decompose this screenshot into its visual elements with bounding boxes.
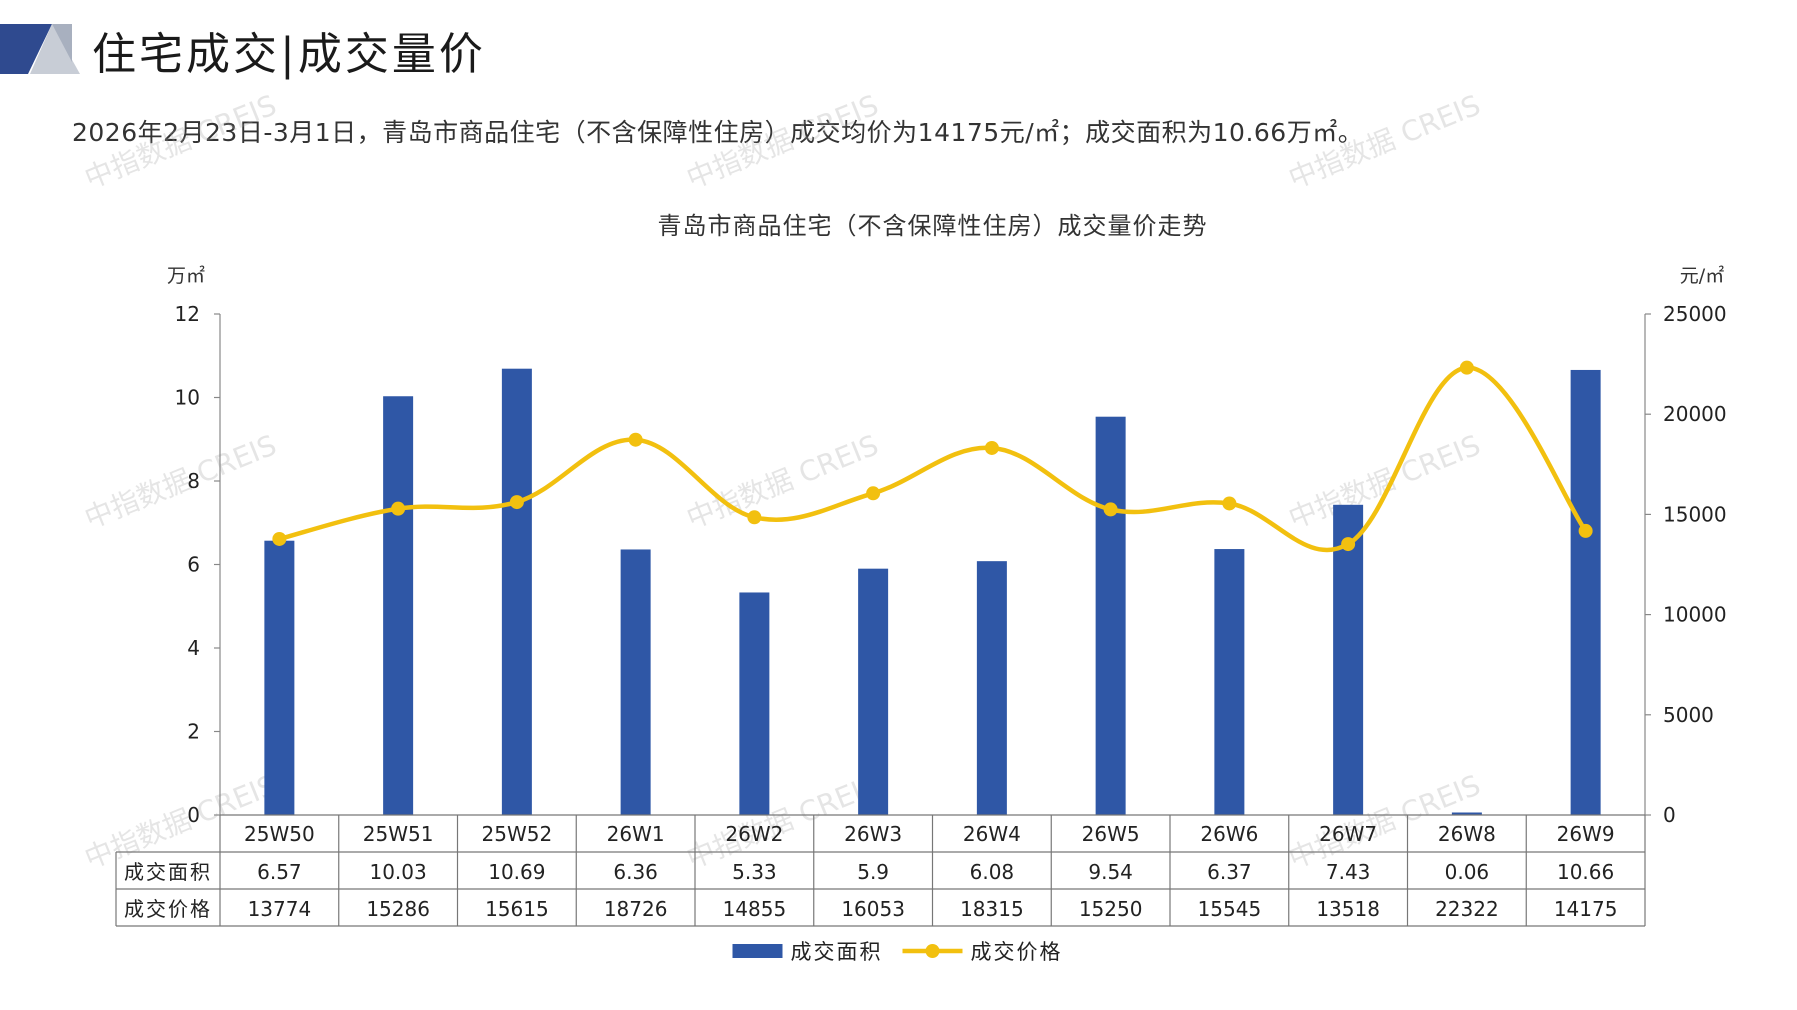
y-left-tick-label: 2 bbox=[187, 720, 200, 744]
y-left-tick-label: 4 bbox=[187, 636, 200, 660]
data-label: 15250 bbox=[1079, 897, 1143, 921]
data-label: 15615 bbox=[485, 897, 549, 921]
legend-line-marker bbox=[925, 944, 940, 958]
price-point-26W3 bbox=[866, 486, 881, 501]
data-label: 13774 bbox=[248, 897, 312, 921]
table-row-label: 成交价格 bbox=[124, 897, 212, 921]
data-label: 6.36 bbox=[613, 860, 658, 884]
y-right-tick-label: 5000 bbox=[1663, 703, 1714, 727]
data-label: 22322 bbox=[1435, 897, 1499, 921]
x-tick-label: 25W51 bbox=[363, 822, 434, 846]
legend-bar-swatch bbox=[732, 944, 783, 958]
y-left-tick-label: 12 bbox=[175, 302, 200, 326]
x-tick-label: 26W5 bbox=[1082, 822, 1140, 846]
bar-area-26W6 bbox=[1214, 549, 1245, 815]
data-label: 18726 bbox=[604, 897, 668, 921]
x-tick-label: 26W7 bbox=[1319, 822, 1377, 846]
bar-area-26W7 bbox=[1333, 504, 1364, 815]
data-label: 6.08 bbox=[970, 860, 1015, 884]
bar-area-26W4 bbox=[976, 561, 1007, 815]
y-right-tick-label: 25000 bbox=[1663, 302, 1727, 326]
price-point-25W51 bbox=[391, 501, 406, 516]
x-tick-label: 26W3 bbox=[844, 822, 902, 846]
table-row-label: 成交面积 bbox=[124, 860, 212, 884]
data-label: 5.33 bbox=[732, 860, 777, 884]
price-line bbox=[278, 365, 1588, 553]
bar-area-26W5 bbox=[1095, 416, 1126, 815]
data-label: 6.57 bbox=[257, 860, 302, 884]
y-right-unit: 元/㎡ bbox=[1680, 264, 1724, 287]
y-right-tick-label: 15000 bbox=[1663, 502, 1727, 526]
y-left-tick-label: 6 bbox=[187, 553, 200, 577]
x-tick-label: 26W4 bbox=[963, 822, 1021, 846]
bar-area-26W1 bbox=[620, 549, 651, 815]
bar-area-26W3 bbox=[858, 568, 889, 815]
bar-area-26W9 bbox=[1570, 369, 1601, 815]
price-point-25W50 bbox=[272, 531, 287, 546]
chart-title: 青岛市商品住宅（不含保障性住房）成交量价走势 bbox=[658, 212, 1208, 240]
x-tick-label: 25W52 bbox=[482, 822, 553, 846]
bar-area-25W52 bbox=[501, 368, 532, 815]
data-label: 13518 bbox=[1316, 897, 1380, 921]
data-label: 10.66 bbox=[1557, 860, 1614, 884]
header-logo-mark bbox=[0, 24, 80, 74]
x-tick-label: 26W8 bbox=[1438, 822, 1496, 846]
header-mark-dark bbox=[0, 24, 52, 74]
data-label: 16053 bbox=[841, 897, 905, 921]
price-point-26W4 bbox=[984, 440, 999, 455]
bar-area-25W51 bbox=[383, 396, 414, 815]
x-tick-label: 26W2 bbox=[725, 822, 783, 846]
price-point-26W1 bbox=[628, 432, 643, 447]
price-point-25W52 bbox=[509, 495, 524, 510]
bar-area-26W8 bbox=[1451, 812, 1482, 815]
x-tick-label: 25W50 bbox=[244, 822, 315, 846]
summary-text: 2026年2月23日-3月1日，青岛市商品住宅（不含保障性住房）成交均价为141… bbox=[72, 118, 1364, 147]
x-tick-label: 26W1 bbox=[607, 822, 665, 846]
data-label: 14855 bbox=[723, 897, 787, 921]
data-label: 0.06 bbox=[1445, 860, 1490, 884]
header-mark-light bbox=[30, 24, 80, 74]
x-tick-label: 26W9 bbox=[1557, 822, 1615, 846]
y-left-tick-label: 8 bbox=[187, 469, 200, 493]
y-right-tick-label: 10000 bbox=[1663, 603, 1727, 627]
data-label: 18315 bbox=[960, 897, 1024, 921]
y-left-tick-label: 10 bbox=[175, 386, 200, 410]
price-point-26W9 bbox=[1578, 523, 1593, 538]
data-label: 9.54 bbox=[1088, 860, 1133, 884]
y-right-tick-label: 20000 bbox=[1663, 402, 1727, 426]
data-label: 10.69 bbox=[488, 860, 545, 884]
legend-line-label: 成交价格 bbox=[971, 940, 1063, 964]
data-label: 7.43 bbox=[1326, 860, 1371, 884]
data-label: 15286 bbox=[366, 897, 430, 921]
price-point-26W8 bbox=[1459, 360, 1474, 375]
bar-area-25W50 bbox=[264, 540, 295, 815]
legend-bar-label: 成交面积 bbox=[791, 940, 883, 964]
data-label: 15545 bbox=[1198, 897, 1262, 921]
data-label: 14175 bbox=[1554, 897, 1618, 921]
bar-area-26W2 bbox=[739, 592, 770, 815]
y-left-tick-label: 0 bbox=[187, 803, 200, 827]
price-point-26W7 bbox=[1341, 537, 1356, 552]
price-point-26W2 bbox=[747, 510, 762, 525]
y-right-tick-label: 0 bbox=[1663, 803, 1676, 827]
x-tick-label: 26W6 bbox=[1200, 822, 1258, 846]
data-label: 5.9 bbox=[857, 860, 889, 884]
price-point-26W6 bbox=[1222, 496, 1237, 511]
price-point-26W5 bbox=[1103, 502, 1118, 517]
page-title: 住宅成交|成交量价 bbox=[92, 29, 486, 80]
header-mark-mid bbox=[52, 24, 72, 62]
y-left-unit: 万㎡ bbox=[167, 264, 205, 287]
data-label: 6.37 bbox=[1207, 860, 1252, 884]
data-label: 10.03 bbox=[369, 860, 426, 884]
